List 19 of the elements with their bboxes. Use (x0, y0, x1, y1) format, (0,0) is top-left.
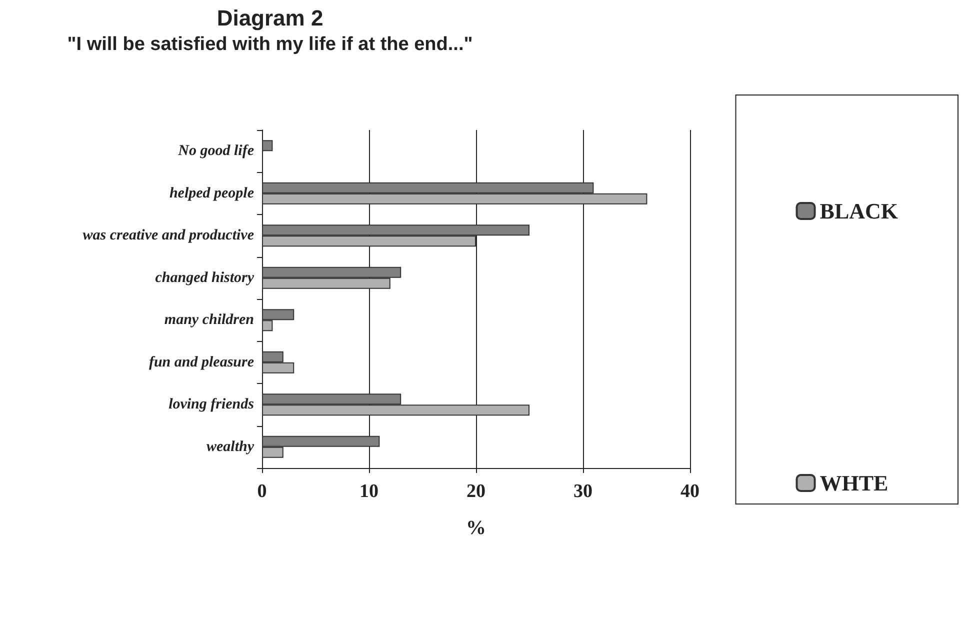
y-tick-label: was creative and productive (82, 228, 254, 244)
y-tick-label: loving friends (168, 396, 254, 413)
y-tick-label: many children (164, 312, 254, 328)
chart-title: Diagram 2 (216, 6, 324, 30)
x-tick-label: 20 (466, 481, 486, 502)
y-tick-label: wealthy (206, 438, 254, 455)
x-axis-title: % (466, 517, 486, 539)
bar (262, 140, 273, 152)
x-tick-label: 0 (257, 481, 267, 502)
legend-label: WHTE (820, 470, 888, 496)
x-tick-label: 30 (574, 481, 592, 502)
x-tick-label: 40 (680, 481, 700, 502)
chart-subtitle: "I will be satisfied with my life if at the end..." (67, 34, 473, 55)
x-tick-label: 10 (360, 481, 378, 502)
y-tick-label: fun and pleasure (148, 354, 254, 370)
y-tick-label: changed history (155, 270, 254, 286)
y-tick-label: No good life (177, 143, 254, 160)
y-tick-label: helped people (169, 185, 254, 202)
legend-label: BLACK (820, 198, 898, 224)
